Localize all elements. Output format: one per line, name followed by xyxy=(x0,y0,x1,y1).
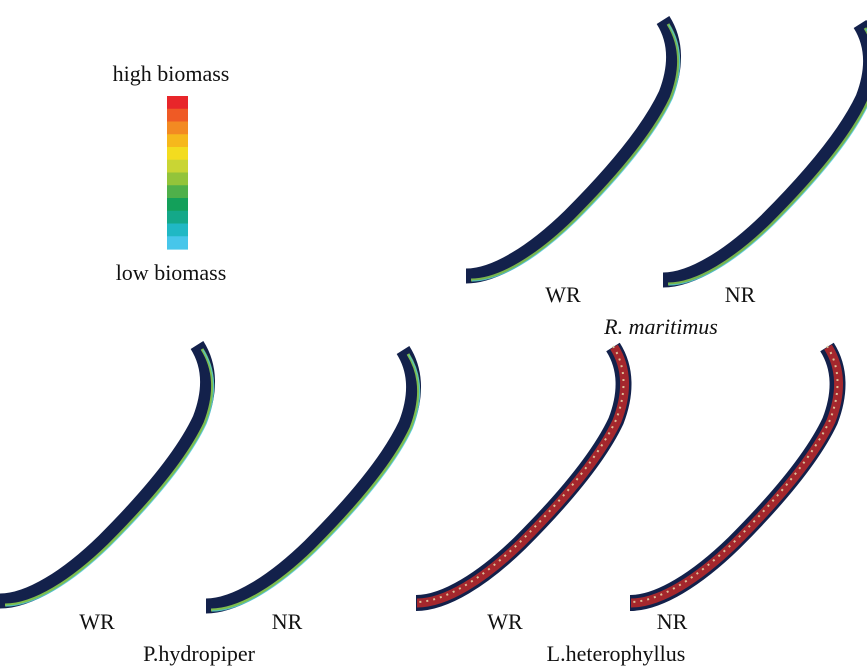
r-maritimus-wr-label: WR xyxy=(545,282,581,307)
color-scale-segment xyxy=(167,96,188,110)
river-l-heterophyllus-nr xyxy=(630,346,839,603)
color-scale-segment xyxy=(167,108,188,123)
p-hydropiper-species-label: P.hydropiper xyxy=(143,641,255,666)
river-r-maritimus-nr xyxy=(663,24,867,285)
l-heterophyllus-species-label: L.heterophyllus xyxy=(546,641,686,666)
color-scale-segment xyxy=(167,134,188,148)
river-p-hydropiper-nr xyxy=(206,350,420,611)
l-heterophyllus-wr-label: WR xyxy=(487,609,523,634)
river-p-hydropiper-wr xyxy=(0,345,214,606)
biomass-color-scale xyxy=(167,96,188,250)
color-scale-segment xyxy=(167,236,188,250)
color-scale-segment xyxy=(167,159,188,174)
r-maritimus-species-label: R. maritimus xyxy=(604,314,718,339)
river-l-heterophyllus-wr xyxy=(416,346,625,603)
color-scale-segment xyxy=(167,185,188,199)
l-heterophyllus-nr-label: NR xyxy=(656,609,688,634)
color-scale-segment xyxy=(167,223,188,237)
p-hydropiper-nr-label: NR xyxy=(271,609,303,634)
color-scale-segment xyxy=(167,121,188,135)
color-scale-segment xyxy=(167,210,188,225)
color-scale-segment xyxy=(167,147,188,161)
legend-high-label: high biomass xyxy=(112,61,230,86)
r-maritimus-nr-label: NR xyxy=(724,282,756,307)
p-hydropiper-wr-label: WR xyxy=(79,609,115,634)
river-r-maritimus-wr xyxy=(466,20,680,281)
color-scale-segment xyxy=(167,172,188,186)
color-scale-segment xyxy=(167,198,188,212)
legend-low-label: low biomass xyxy=(115,260,227,285)
